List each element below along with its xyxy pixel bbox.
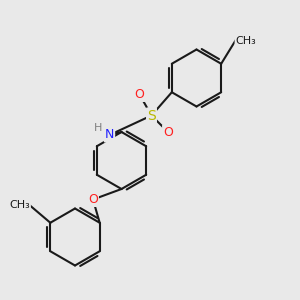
Text: CH₃: CH₃ (9, 200, 30, 211)
Text: N: N (105, 128, 114, 142)
Text: O: O (88, 193, 98, 206)
Text: S: S (147, 109, 156, 122)
Text: CH₃: CH₃ (236, 35, 256, 46)
Text: O: O (163, 125, 173, 139)
Text: O: O (135, 88, 144, 101)
Text: H: H (94, 123, 102, 134)
